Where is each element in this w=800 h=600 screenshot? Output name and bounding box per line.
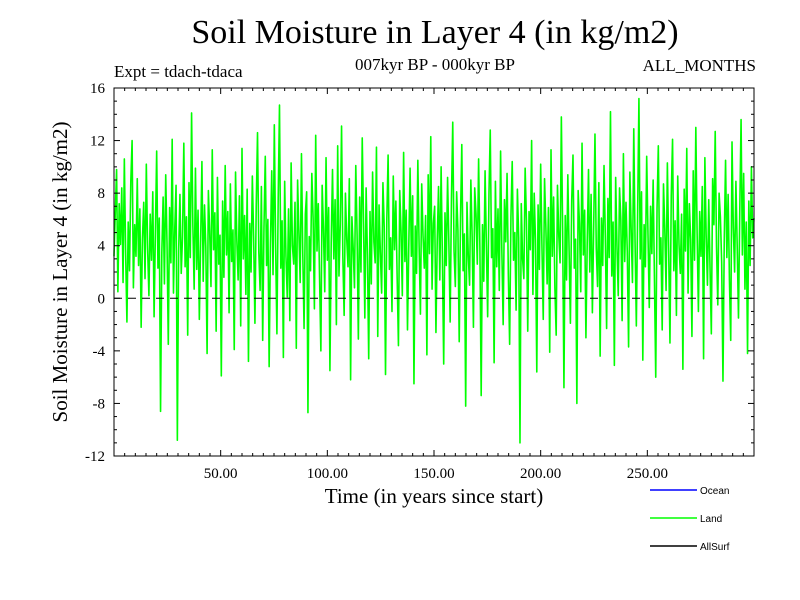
period-label: ALL_MONTHS [642,56,756,75]
y-tick-label: 0 [98,291,106,307]
x-tick-label: 200.00 [520,466,561,482]
x-tick-label: 50.00 [204,466,238,482]
x-tick-label: 250.00 [627,466,668,482]
legend-label-ocean: Ocean [700,486,729,497]
experiment-label: Expt = tdach-tdaca [114,62,243,81]
plot-layer [113,97,755,444]
y-tick-label: 8 [98,186,106,202]
y-tick-label: 16 [90,81,106,97]
x-axis-label: Time (in years since start) [325,484,544,508]
y-tick-label: -12 [85,449,105,465]
y-tick-label: 4 [98,239,106,255]
y-tick-label: -4 [93,344,106,360]
series-line-land [113,97,755,444]
x-tick-label: 100.00 [307,466,348,482]
y-tick-label: -8 [93,396,106,412]
chart-subtitle: 007kyr BP - 000kyr BP [355,55,515,74]
legend-label-land: Land [700,514,722,525]
legend-label-allsurf: AllSurf [700,542,730,553]
chart-title: Soil Moisture in Layer 4 (in kg/m2) [191,14,679,51]
legend: Ocean Land AllSurf [650,486,730,553]
tick-layer: -12 -8 -4 0 4 8 12 16 50.00 100.00 150.00 200.00 250… [85,81,754,482]
x-tick-label: 150.00 [413,466,454,482]
y-tick-label: 12 [90,134,105,150]
y-axis-label: Soil Moisture in Layer 4 (in kg/m2) [48,122,72,423]
